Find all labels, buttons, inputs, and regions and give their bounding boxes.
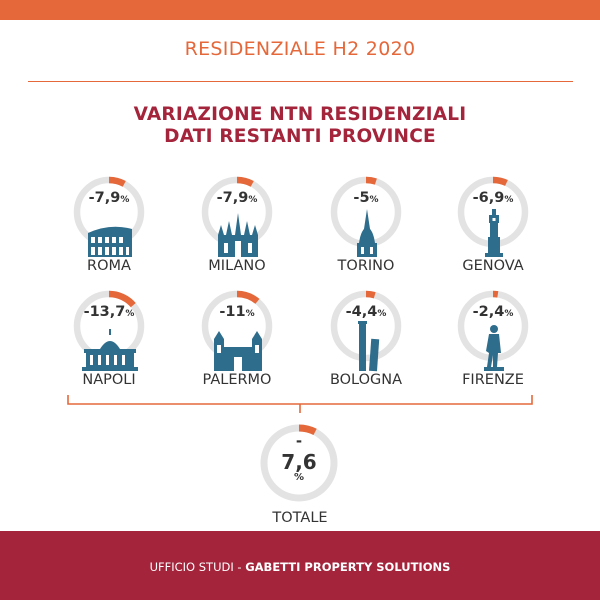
donut-arc-napoli: [108, 290, 136, 308]
footer-credit: UFFICIO STUDI - GABETTI PROPERTY SOLUTIO…: [0, 560, 600, 574]
city-label-milano: MILANO: [208, 258, 266, 274]
donut-value-unit: %: [245, 309, 255, 319]
donut-arc-bologna: [365, 290, 376, 299]
total-value: 7,6: [281, 450, 317, 474]
city-label-bologna: BOLOGNA: [329, 372, 403, 388]
total-sign: -: [295, 432, 303, 450]
donut-value-number: -13,7: [83, 304, 126, 320]
donut-arc-genova: [492, 176, 508, 186]
two-towers-icon: [358, 321, 380, 372]
header-divider: [28, 81, 573, 82]
donut-value-number: -7,9: [88, 190, 121, 206]
lanterna-icon: [485, 209, 503, 257]
donut-value-number: -7,9: [216, 190, 249, 206]
donut-value-unit: %: [504, 309, 514, 319]
donut-value-genova: -6,9%: [458, 190, 528, 206]
footer-credit-part2: GABETTI PROPERTY SOLUTIONS: [245, 560, 451, 574]
chart-subtitle-line2: DATI RESTANTI PROVINCE: [164, 126, 436, 147]
duomo-icon: [218, 213, 258, 257]
mole-antonelliana-icon: [357, 209, 377, 257]
donut-value-napoli: -13,7%: [74, 304, 144, 320]
donut-value-number: -2,4: [472, 304, 505, 320]
donut-value-unit: %: [120, 195, 130, 205]
donut-arc-milano: [236, 176, 254, 187]
total-unit: %: [293, 472, 305, 483]
footer-bar: [0, 531, 600, 600]
cathedral-icon: [214, 331, 262, 371]
donut-value-firenze: -2,4%: [458, 304, 528, 320]
city-label-genova: GENOVA: [462, 258, 524, 274]
donut-value-unit: %: [504, 195, 514, 205]
donut-value-roma: -7,9%: [74, 190, 144, 206]
top-accent-bar: [0, 0, 600, 20]
donut-value-unit: %: [125, 309, 135, 319]
plebiscito-icon: [82, 329, 138, 371]
david-statue-icon: [484, 325, 504, 371]
page-title: RESIDENZIALE H2 2020: [184, 38, 416, 60]
donut-value-unit: %: [248, 195, 258, 205]
donut-value-unit: %: [377, 309, 387, 319]
donut-value-palermo: -11%: [202, 304, 272, 320]
donut-value-milano: -7,9%: [202, 190, 272, 206]
colosseum-icon: [88, 226, 132, 257]
city-label-torino: TORINO: [337, 258, 395, 274]
donut-value-torino: -5%: [331, 190, 401, 206]
donut-value-number: -6,9: [472, 190, 505, 206]
donut-arc-roma: [108, 176, 126, 187]
donut-value-unit: %: [369, 195, 379, 205]
donut-arc-torino: [365, 176, 377, 185]
donut-arc-palermo: [236, 290, 260, 304]
city-label-palermo: PALERMO: [202, 372, 272, 388]
footer-credit-part1: UFFICIO STUDI -: [149, 560, 246, 574]
city-label-roma: ROMA: [87, 258, 131, 274]
donut-value-bologna: -4,4%: [331, 304, 401, 320]
donut-value-number: -5: [353, 190, 370, 206]
donut-value-number: -4,4: [345, 304, 378, 320]
city-label-napoli: NAPOLI: [82, 372, 136, 388]
donut-value-number: -11: [219, 304, 246, 320]
total-label: TOTALE: [272, 510, 328, 526]
chart-subtitle-line1: VARIAZIONE NTN RESIDENZIALI: [133, 104, 467, 125]
city-label-firenze: FIRENZE: [462, 372, 524, 388]
